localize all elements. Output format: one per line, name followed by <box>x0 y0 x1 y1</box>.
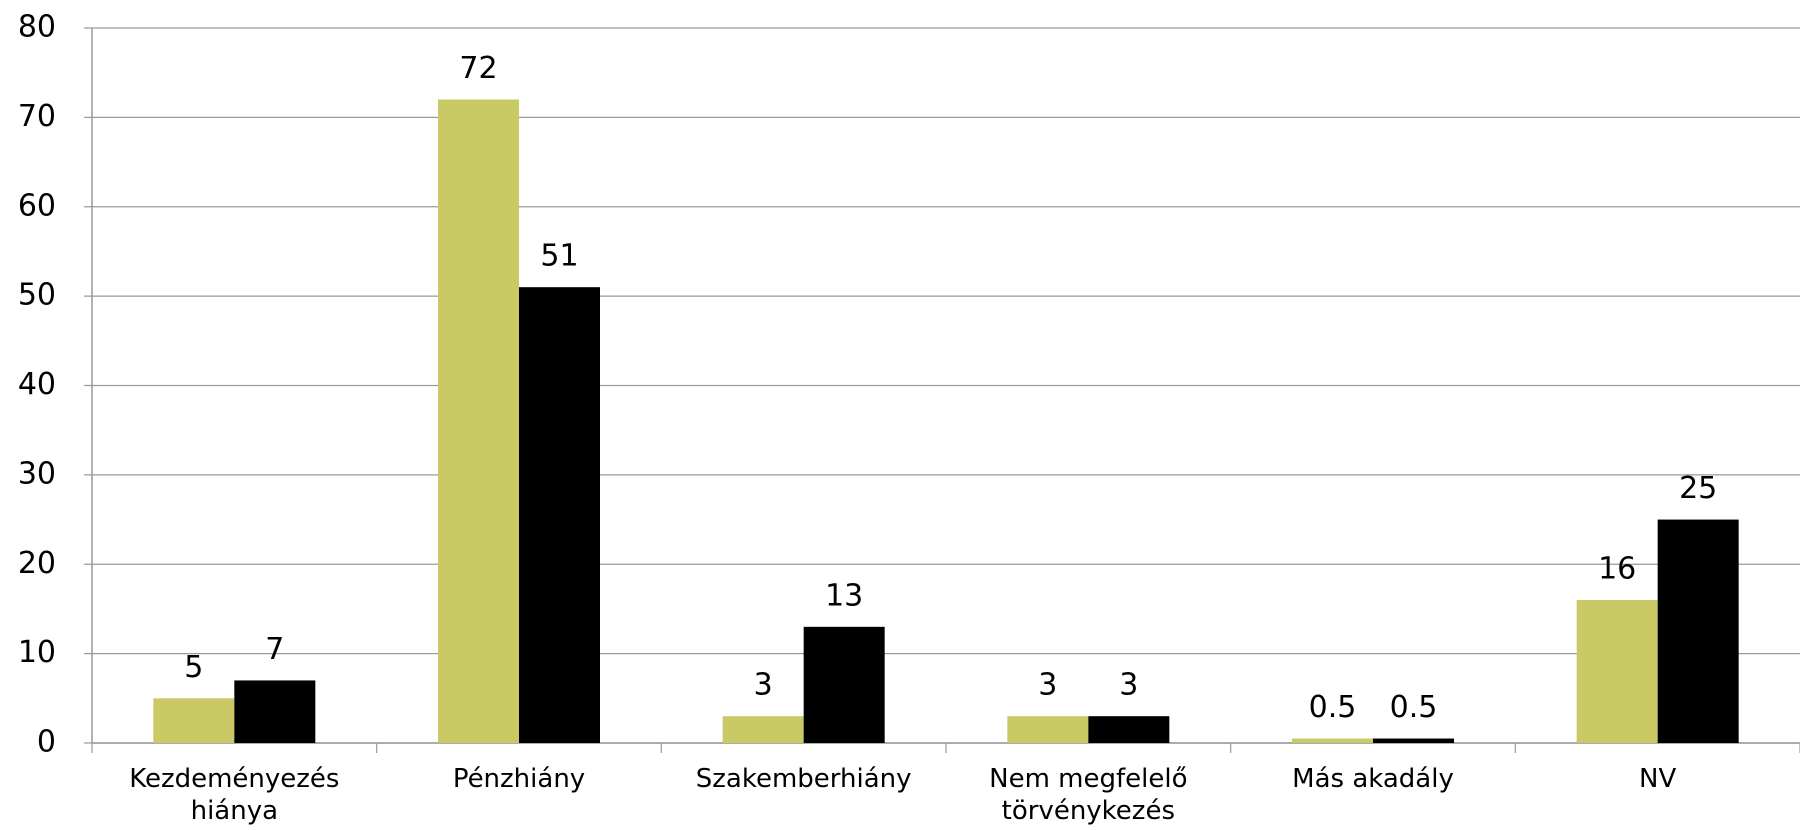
bar <box>1576 600 1658 743</box>
y-tick-label: 80 <box>18 10 56 45</box>
y-tick-label: 60 <box>18 188 56 223</box>
data-label: 3 <box>754 668 773 703</box>
data-label: 16 <box>1598 552 1636 587</box>
bar <box>234 680 316 743</box>
bar <box>153 698 235 743</box>
bar <box>1292 738 1373 743</box>
data-label: 25 <box>1679 471 1717 506</box>
data-label: 51 <box>540 239 578 274</box>
data-label: 0.5 <box>1309 690 1357 725</box>
x-tick-label: Más akadály <box>1292 764 1454 794</box>
bar <box>722 716 804 743</box>
bar <box>1007 716 1089 743</box>
data-label: 0.5 <box>1390 690 1438 725</box>
x-tick-label: Kezdeményezés hiánya <box>129 764 340 826</box>
data-label: 72 <box>459 51 497 86</box>
bar <box>803 626 885 743</box>
y-tick-label: 40 <box>18 367 56 402</box>
y-tick-label: 0 <box>37 725 56 760</box>
data-label: 3 <box>1119 668 1138 703</box>
data-label: 3 <box>1038 668 1057 703</box>
y-tick-label: 30 <box>18 456 56 491</box>
y-tick-label: 10 <box>18 635 56 670</box>
bar <box>519 287 600 743</box>
data-label: 7 <box>265 632 284 667</box>
x-tick-label: Nem megfelelő törvénykezés <box>989 764 1188 826</box>
bar <box>438 99 519 743</box>
data-label: 5 <box>184 650 203 685</box>
bar <box>1373 738 1454 743</box>
x-tick-label: Szakemberhiány <box>695 764 912 794</box>
y-tick-label: 70 <box>18 99 56 134</box>
y-tick-label: 20 <box>18 546 56 581</box>
data-label: 13 <box>825 578 863 613</box>
bar <box>1088 716 1170 743</box>
bar <box>1657 519 1739 743</box>
y-tick-label: 50 <box>18 278 56 313</box>
x-tick-label: Pénzhiány <box>452 764 586 794</box>
x-tick-label: NV <box>1639 764 1677 794</box>
